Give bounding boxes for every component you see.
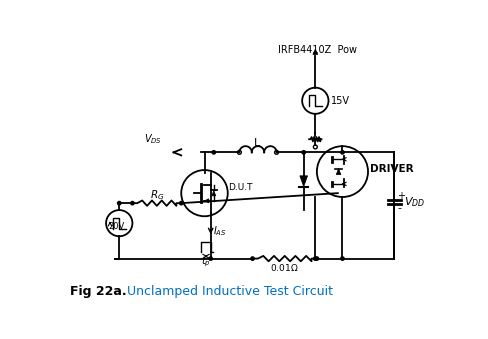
Text: $0.01\Omega$: $0.01\Omega$ <box>269 262 298 273</box>
Polygon shape <box>336 168 340 175</box>
Circle shape <box>130 201 134 205</box>
Text: +: + <box>397 191 405 201</box>
Circle shape <box>313 257 316 260</box>
Circle shape <box>250 257 254 260</box>
Circle shape <box>208 257 212 260</box>
Text: $V_{DD}$: $V_{DD}$ <box>403 196 424 209</box>
Polygon shape <box>299 176 307 186</box>
Circle shape <box>117 201 121 205</box>
Text: $R_G$: $R_G$ <box>149 188 164 202</box>
Text: $V_{DS}$: $V_{DS}$ <box>143 132 162 146</box>
Polygon shape <box>312 49 317 55</box>
Circle shape <box>315 257 318 260</box>
Text: Fig 22a.: Fig 22a. <box>70 285 127 298</box>
Text: IRFB4410Z  Pow: IRFB4410Z Pow <box>278 44 356 55</box>
Text: DRIVER: DRIVER <box>369 164 412 174</box>
Text: Unclamped Inductive Test Circuit: Unclamped Inductive Test Circuit <box>119 285 332 298</box>
Text: 15V: 15V <box>330 96 349 106</box>
Circle shape <box>340 257 344 260</box>
Circle shape <box>179 201 183 205</box>
Polygon shape <box>211 191 215 196</box>
Circle shape <box>212 151 215 154</box>
Text: D.U.T: D.U.T <box>228 183 252 192</box>
Circle shape <box>302 151 305 154</box>
Text: $I_{AS}$: $I_{AS}$ <box>213 224 226 238</box>
Text: 20V: 20V <box>108 222 124 231</box>
Text: -: - <box>397 203 401 214</box>
Text: L: L <box>254 138 260 148</box>
Text: $t_p$: $t_p$ <box>201 255 210 269</box>
Circle shape <box>340 151 344 154</box>
